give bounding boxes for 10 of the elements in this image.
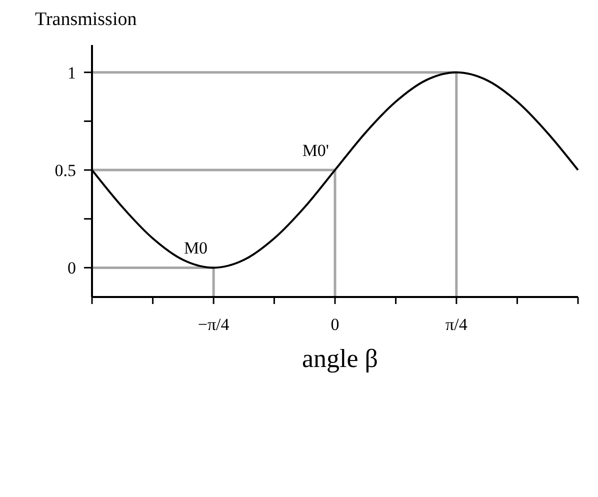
x-tick-label: −π/4: [198, 315, 230, 334]
x-tick-label: π/4: [446, 315, 468, 334]
y-tick-label: 1: [68, 63, 76, 82]
x-axis-title: angle β: [302, 344, 378, 373]
annotation: M0': [302, 141, 329, 160]
x-tick-label: 0: [330, 315, 340, 334]
y-tick-label: 0: [68, 258, 76, 278]
annotation: M0: [184, 238, 208, 258]
y-axis-title: Transmission: [35, 9, 138, 30]
y-tick-label: 0.5: [54, 160, 76, 180]
